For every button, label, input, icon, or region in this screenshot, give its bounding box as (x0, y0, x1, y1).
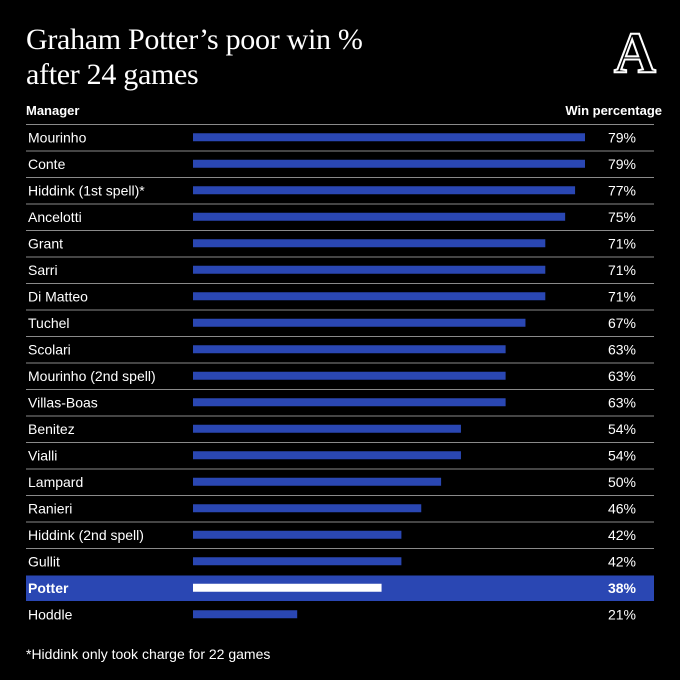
bar-value-label: 79% (608, 129, 636, 145)
bar-label: Vialli (28, 447, 57, 463)
athletic-logo-icon: A (613, 19, 657, 86)
chart-title-line-2: after 24 games (26, 58, 199, 91)
bar-label: Hiddink (1st spell)* (28, 182, 145, 198)
athletic-logo: A (606, 19, 664, 86)
bar-value-label: 63% (608, 341, 636, 357)
bar-value-label: 42% (608, 527, 636, 543)
bar (193, 292, 546, 301)
bar-value-label: 79% (608, 156, 636, 172)
bar-value-label: 54% (608, 421, 636, 437)
bar-label: Lampard (28, 474, 83, 490)
manager-column-header: Manager (26, 103, 80, 118)
bar-value-label: 21% (608, 606, 636, 622)
bar-value-label: 46% (608, 500, 636, 516)
bar (193, 451, 461, 460)
bar-label: Tuchel (28, 315, 70, 331)
bar-label: Potter (28, 580, 69, 596)
bar-label: Gullit (28, 553, 60, 569)
bar-value-label: 75% (608, 209, 636, 225)
bar-row-grant: Grant 71% (26, 235, 654, 258)
bar-row-gullit: Gullit 42% (28, 553, 636, 569)
bar-value-label: 71% (608, 235, 636, 251)
bar (193, 265, 546, 274)
bar-row-ancelotti: Ancelotti 75% (26, 209, 654, 231)
bar-row-potter: Potter 38% (26, 575, 654, 601)
bar (193, 398, 506, 407)
bar (193, 212, 566, 221)
bar (193, 424, 461, 433)
bar-label: Ancelotti (28, 209, 82, 225)
bar (193, 133, 585, 142)
bar (193, 477, 442, 486)
bar-row-conte: Conte 79% (26, 156, 654, 178)
bar-row-tuchel: Tuchel 67% (26, 315, 654, 337)
bar-value-label: 71% (608, 262, 636, 278)
bar-row-mourinho: Mourinho 79% (26, 129, 654, 152)
bar-label: Hiddink (2nd spell) (28, 527, 144, 543)
bar-value-label: 54% (608, 447, 636, 463)
bar (193, 504, 422, 513)
bar-label: Mourinho (28, 129, 87, 145)
bar (193, 186, 576, 195)
bar-label: Ranieri (28, 500, 72, 516)
bar-label: Mourinho (2nd spell) (28, 368, 156, 384)
bar (193, 530, 402, 539)
logo-letter: A (614, 24, 656, 82)
chart-title-line-1: Graham Potter’s poor win % (26, 23, 363, 56)
bar-label: Sarri (28, 262, 58, 278)
bar (193, 318, 526, 327)
bar (193, 610, 298, 619)
bar (193, 371, 506, 380)
bar-chart-svg: Mourinho 79% Conte 79% Hiddink (1st spell)* 7… (26, 129, 654, 622)
bar-row-hiddink-1st-spell: Hiddink (1st spell)* 77% (26, 182, 654, 205)
bar-value-label: 71% (608, 288, 636, 304)
bar (193, 345, 506, 354)
bar-row-hiddink-2nd-spell: Hiddink (2nd spell) 42% (26, 527, 654, 549)
bar-value-label: 63% (608, 368, 636, 384)
bar-value-label: 50% (608, 474, 636, 490)
bar-value-label: 38% (608, 580, 637, 596)
bar-label: Di Matteo (28, 288, 88, 304)
bar-row-mourinho-2nd-spell: Mourinho (2nd spell) 63% (26, 368, 654, 390)
bar (193, 239, 546, 248)
bar-row-lampard: Lampard 50% (26, 474, 654, 496)
bar-row-benitez: Benitez 54% (26, 421, 654, 443)
bar-label: Hoddle (28, 606, 73, 622)
chart-title: Graham Potter’s poor win % after 24 game… (26, 22, 546, 92)
bar-label: Villas-Boas (28, 394, 98, 410)
bar (193, 583, 382, 592)
bar-value-label: 67% (608, 315, 636, 331)
footnote: *Hiddink only took charge for 22 games (26, 646, 271, 662)
bar-label: Conte (28, 156, 66, 172)
bar-row-sarri: Sarri 71% (26, 262, 654, 284)
bar-value-label: 77% (608, 182, 636, 198)
bar-value-label: 63% (608, 394, 636, 410)
bar-label: Scolari (28, 341, 71, 357)
bar-label: Grant (28, 235, 63, 251)
bar-row-hoddle: Hoddle 21% (28, 606, 636, 622)
bar-label: Benitez (28, 421, 75, 437)
bar (193, 557, 402, 566)
win-percentage-column-header: Win percentage (565, 103, 662, 118)
bar-row-vialli: Vialli 54% (26, 447, 654, 470)
bar-row-di-matteo: Di Matteo 71% (26, 288, 654, 311)
bar-chart: Mourinho 79% Conte 79% Hiddink (1st spell)* 7… (0, 124, 680, 634)
header-divider (26, 124, 654, 125)
bar-row-villas-boas: Villas-Boas 63% (26, 394, 654, 417)
bar-value-label: 42% (608, 553, 636, 569)
bar-row-scolari: Scolari 63% (26, 341, 654, 364)
bar (193, 159, 585, 168)
bar-row-ranieri: Ranieri 46% (26, 500, 654, 523)
